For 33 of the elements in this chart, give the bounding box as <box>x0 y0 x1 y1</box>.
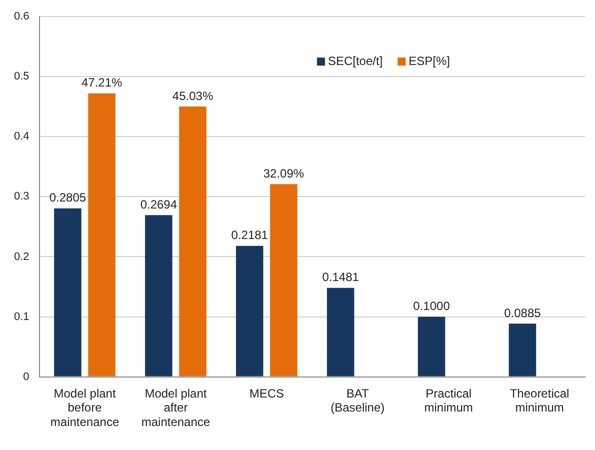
bar <box>326 288 354 376</box>
bar <box>418 316 446 376</box>
x-tick-label: MECS <box>249 386 284 400</box>
x-tick-label: BAT (Baseline) <box>330 386 385 415</box>
legend-label: ESP[%] <box>408 54 450 68</box>
data-label: 0.2694 <box>140 197 178 212</box>
y-tick-label: 0.3 <box>14 190 30 203</box>
data-label: 0.1481 <box>322 270 360 284</box>
data-label: 32.09% <box>263 166 304 180</box>
y-tick-label: 0.6 <box>14 10 30 23</box>
legend-label: SEC[toe/t] <box>328 54 383 68</box>
data-label: 0.2805 <box>49 190 86 205</box>
y-tick-label: 0.4 <box>14 130 30 143</box>
x-tick-label: Model plant after maintenance <box>141 386 210 430</box>
data-label: 47.21% <box>81 76 122 90</box>
y-tick-label: 0.2 <box>14 250 30 263</box>
bar <box>145 215 172 376</box>
bar <box>88 93 116 376</box>
y-tick-label: 0 <box>23 370 30 383</box>
bar <box>179 106 206 376</box>
x-tick-label: Practical minimum <box>424 386 473 415</box>
data-label: 0.2181 <box>231 228 268 242</box>
data-label: 0.1000 <box>413 299 450 314</box>
bar <box>508 324 536 376</box>
data-label: 0.0885 <box>504 306 542 320</box>
y-tick-label: 0.1 <box>14 310 30 323</box>
bar <box>270 184 298 376</box>
bar <box>54 208 82 376</box>
bar <box>236 246 264 376</box>
x-tick-label: Theoretical minimum <box>510 386 570 415</box>
data-label: 45.03% <box>172 88 214 103</box>
x-tick-label: Model plant before maintenance <box>50 386 120 430</box>
y-tick-label: 0.5 <box>14 70 30 83</box>
